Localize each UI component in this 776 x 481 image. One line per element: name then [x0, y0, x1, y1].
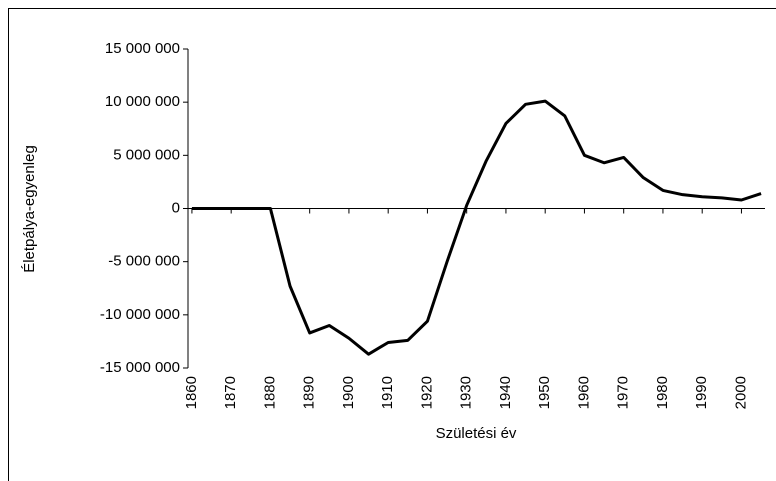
y-tick-label: 0: [172, 199, 180, 216]
x-tick-label: 1860: [183, 376, 200, 409]
x-tick-label: 1890: [301, 376, 318, 409]
data-line: [191, 99, 762, 356]
y-tick-label: -15 000 000: [100, 359, 180, 376]
y-tick-label: -10 000 000: [100, 306, 180, 323]
y-tick-label: 10 000 000: [105, 93, 180, 110]
x-tick-label: 1990: [693, 376, 710, 409]
x-tick-label: 1900: [340, 376, 357, 409]
y-tick-label: -5 000 000: [108, 253, 180, 270]
x-tick-label: 1870: [222, 376, 239, 409]
x-tick-label: 1910: [379, 376, 396, 409]
y-tick-label: 5 000 000: [113, 146, 180, 163]
x-tick-label: 1980: [654, 376, 671, 409]
x-tick-label: 1960: [575, 376, 592, 409]
x-tick-label: 1940: [497, 376, 514, 409]
x-tick-label: 1970: [615, 376, 632, 409]
y-tick-label: 15 000 000: [105, 40, 180, 57]
x-tick-label: 1930: [458, 376, 475, 409]
x-tick-label: 1920: [418, 376, 435, 409]
x-tick-label: 1950: [536, 376, 553, 409]
x-axis-label: Születési év: [436, 425, 517, 442]
chart-frame: [8, 8, 776, 481]
y-axis-label: Életpálya-egyenleg: [21, 145, 38, 273]
x-tick-label: 1880: [261, 376, 278, 409]
x-tick-label: 2000: [732, 376, 749, 409]
